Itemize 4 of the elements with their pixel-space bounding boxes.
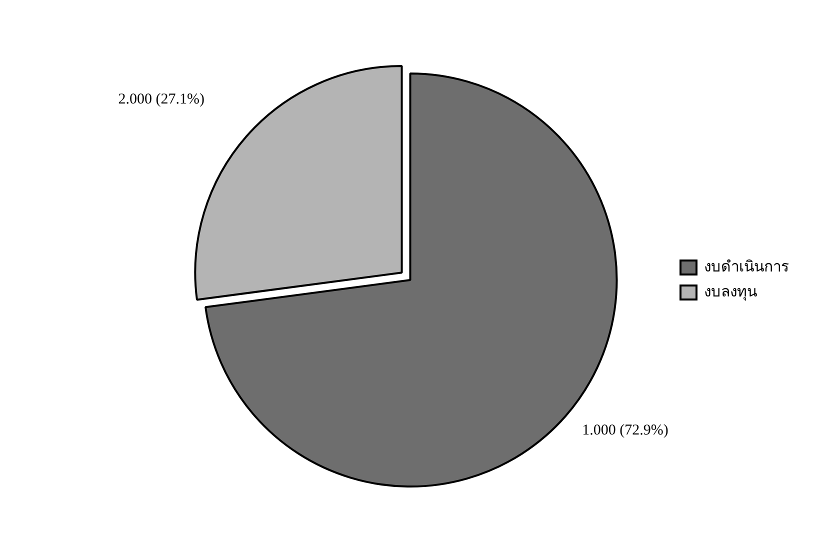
legend-label: งบลงทุน: [704, 282, 757, 302]
data-label: 2.000 (27.1%): [118, 92, 205, 108]
legend-label: งบดำเนินการ: [704, 257, 789, 276]
data-label: 1.000 (72.9%): [582, 422, 668, 439]
